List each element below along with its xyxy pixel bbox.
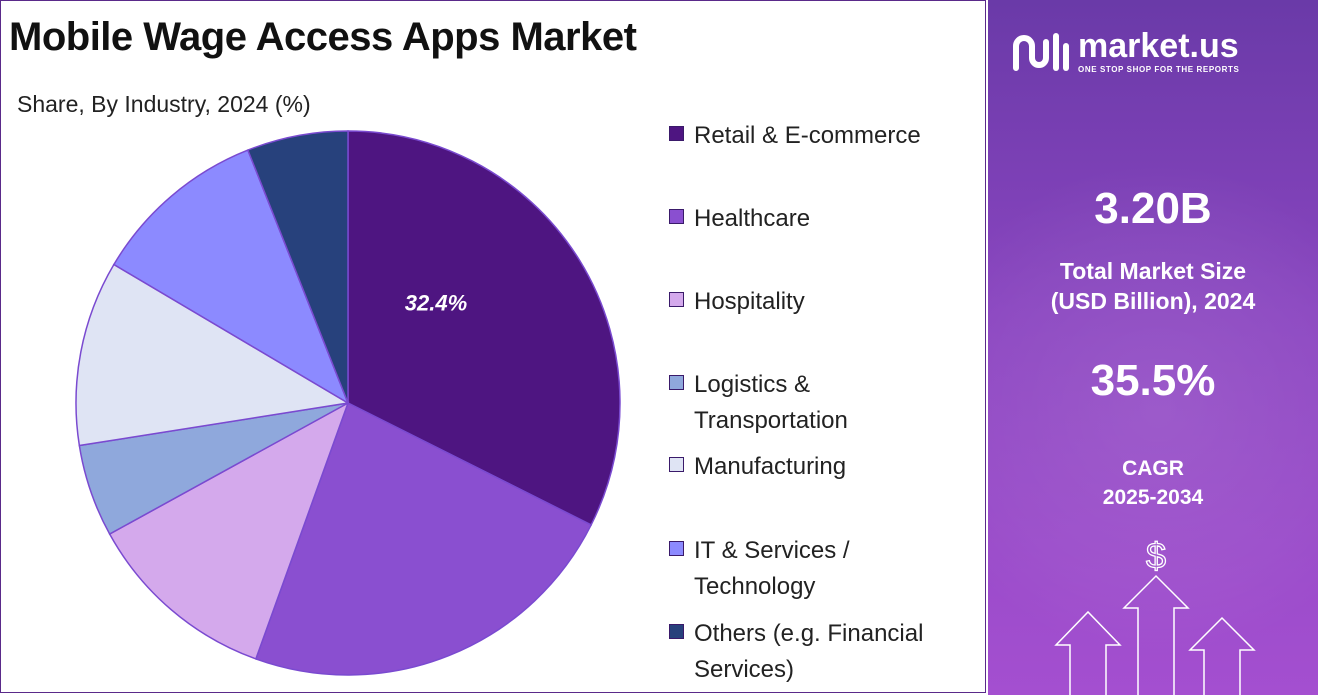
summary-panel: market.us ONE STOP SHOP FOR THE REPORTS … [988,0,1318,695]
pie-data-label: 32.4% [405,291,467,316]
market-size-label-2: (USD Billion), 2024 [1050,288,1256,314]
brand-name: market.us [1078,26,1239,65]
legend-swatch [669,375,684,390]
legend-label: Healthcare [694,205,811,232]
pie-slice-7 [246,130,349,404]
growth-illustration: $ [1054,534,1256,695]
cagr-value: 35.5% [1090,356,1216,405]
brand-logo: market.us ONE STOP SHOP FOR THE REPORTS [1010,28,1239,74]
market-size-label-1: Total Market Size [1059,258,1247,284]
dollar-icon: $ [1146,535,1166,576]
legend-label: IT & Services / Technology [694,537,850,600]
pie-slice-2 [254,401,593,676]
legend-label: Manufacturing [694,453,847,480]
legend-item: Others (e.g. Financial Services) [669,616,979,688]
legend-swatch [669,624,684,639]
market-us-logo-icon [1013,33,1069,71]
pie-slice-3 [108,401,350,660]
up-arrow-icon [1122,574,1190,695]
up-arrow-icon [1188,616,1256,695]
up-arrow-icon [1054,610,1122,695]
pie-slice-5 [75,263,351,447]
chart-title: Mobile Wage Access Apps Market [9,15,637,59]
chart-subtitle: Share, By Industry, 2024 (%) [17,91,311,117]
legend-item: Manufacturing [669,449,979,485]
pie-slice-1 [347,130,621,526]
legend-item: IT & Services / Technology [669,533,979,605]
legend-swatch [669,126,684,141]
legend-swatch [669,541,684,556]
brand-tagline: ONE STOP SHOP FOR THE REPORTS [1078,64,1240,74]
cagr-label-1: CAGR [1122,457,1184,480]
legend-label: Logistics & Transportation [694,371,848,434]
legend-item: Retail & E-commerce [669,118,979,154]
pie-slice-6 [112,149,350,405]
legend-swatch [669,292,684,307]
chart-panel: Mobile Wage Access Apps Market Share, By… [0,0,986,693]
market-size-value: 3.20B [1094,184,1212,233]
legend-item: Logistics & Transportation [669,367,979,439]
cagr-label-2: 2025-2034 [1102,486,1204,509]
legend-label: Others (e.g. Financial Services) [694,620,924,683]
legend-label: Retail & E-commerce [694,122,921,149]
legend-swatch [669,457,684,472]
legend-label: Hospitality [694,288,805,315]
pie-chart: 32.4% [75,130,621,676]
legend-item: Healthcare [669,201,979,237]
legend-swatch [669,209,684,224]
legend-item: Hospitality [669,284,979,320]
